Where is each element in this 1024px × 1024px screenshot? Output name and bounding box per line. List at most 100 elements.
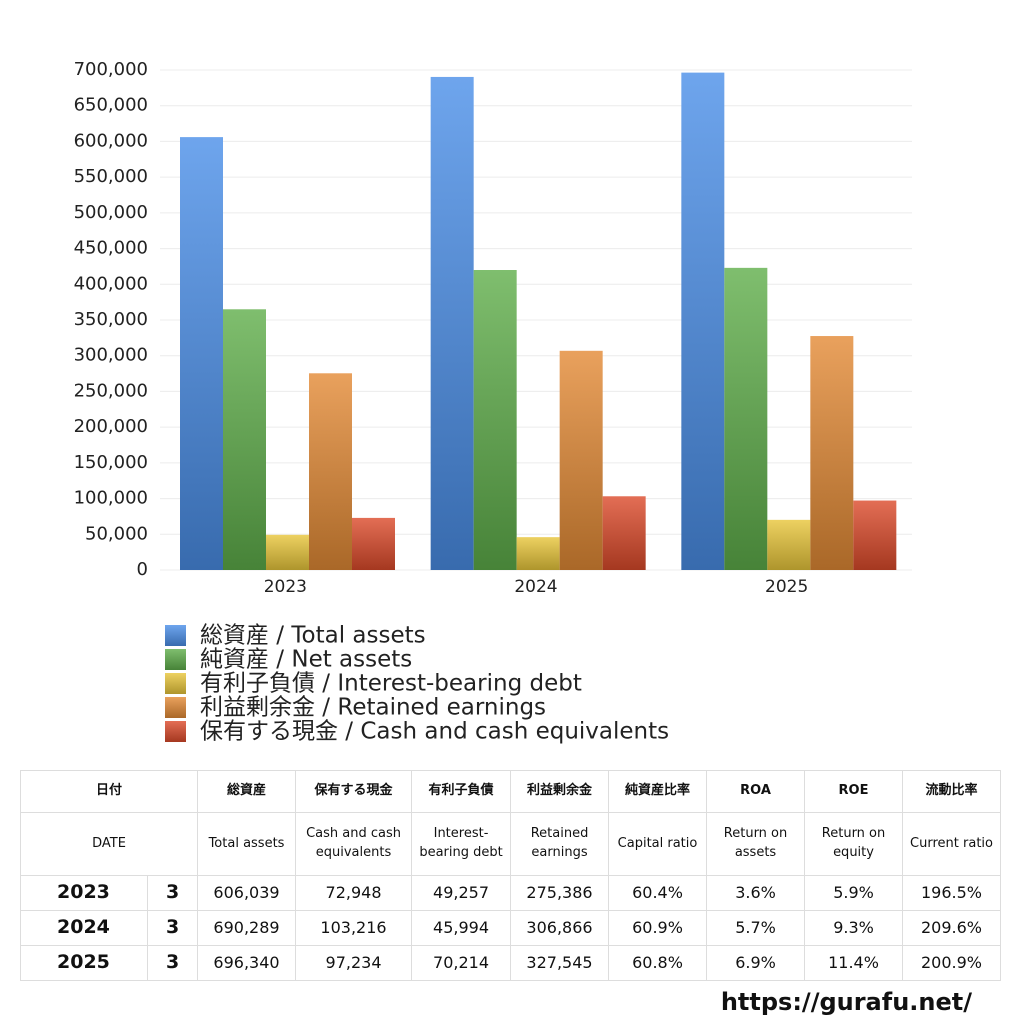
data-cell: 3 bbox=[146, 945, 199, 981]
x-tick-label: 2023 bbox=[264, 577, 307, 597]
data-cell: 70,214 bbox=[411, 945, 512, 981]
legend-label: 純資産 / Net assets bbox=[200, 647, 412, 673]
bar bbox=[430, 76, 474, 570]
y-tick-label: 650,000 bbox=[74, 95, 148, 116]
header-cell: Cash and cash equivalents bbox=[295, 812, 413, 876]
data-cell: 60.8% bbox=[608, 945, 708, 981]
data-cell: 327,545 bbox=[510, 945, 610, 981]
chart: 0 50,000 100,000 150,000 200,000 250,000 300,0… bbox=[74, 59, 912, 745]
y-tick-label: 250,000 bbox=[74, 380, 148, 401]
header-cell: Capital ratio bbox=[608, 812, 708, 876]
data-cell: 60.4% bbox=[608, 875, 708, 911]
y-tick-label: 50,000 bbox=[85, 523, 148, 544]
data-cell: 696,340 bbox=[197, 945, 297, 981]
bar bbox=[352, 517, 395, 570]
bar bbox=[810, 336, 854, 570]
header-cell: 流動比率 bbox=[902, 770, 1002, 813]
y-tick-label: 100,000 bbox=[74, 488, 148, 509]
data-cell: 2025 bbox=[20, 945, 148, 981]
header-cell: Retained earnings bbox=[510, 812, 610, 876]
data-cell: 45,994 bbox=[411, 910, 512, 946]
bar bbox=[223, 309, 266, 570]
bar bbox=[473, 270, 517, 570]
legend-label: 保有する現金 / Cash and cash equivalents bbox=[200, 719, 669, 745]
data-table: 日付 総資産 保有する現金 有利子負債 利益剰余金 純資産比率 ROA ROE 流動比率 DATE… bbox=[19, 770, 1002, 981]
bar bbox=[724, 267, 768, 570]
legend-label: 総資産 / Total assets bbox=[200, 623, 426, 649]
data-row: 2023 3 606,039 72,948 49,257 275,386 60.4% 3.6%… bbox=[20, 875, 1002, 911]
data-cell: 200.9% bbox=[902, 945, 1002, 981]
legend-swatch bbox=[165, 697, 186, 718]
data-cell: 97,234 bbox=[295, 945, 413, 981]
header-cell: Return on equity bbox=[804, 812, 904, 876]
y-tick-label: 500,000 bbox=[74, 202, 148, 223]
y-tick-label: 400,000 bbox=[74, 273, 148, 294]
data-cell: 5.9% bbox=[804, 875, 904, 911]
y-tick-label: 300,000 bbox=[74, 345, 148, 366]
legend-swatch bbox=[165, 721, 186, 742]
data-cell: 60.9% bbox=[608, 910, 708, 946]
data-cell: 72,948 bbox=[295, 875, 413, 911]
header-row: 日付 総資産 保有する現金 有利子負債 利益剰余金 純資産比率 ROA ROE 流動比率 bbox=[19, 770, 1002, 813]
data-cell: 275,386 bbox=[510, 875, 610, 911]
bar bbox=[516, 537, 560, 570]
data-cell: 6.9% bbox=[706, 945, 806, 981]
data-cell: 2023 bbox=[20, 875, 148, 911]
legend-swatch bbox=[165, 625, 186, 646]
y-tick-label: 700,000 bbox=[74, 59, 148, 80]
header-row: DATE Total assets Cash and cash equivalent… bbox=[19, 812, 1002, 876]
legend-swatch bbox=[165, 673, 186, 694]
header-cell: ROE bbox=[804, 770, 904, 813]
y-tick-label: 150,000 bbox=[74, 452, 148, 473]
bar bbox=[767, 519, 811, 570]
header-cell: Interest-bearing debt bbox=[411, 812, 512, 876]
bar bbox=[266, 534, 309, 570]
bar bbox=[559, 350, 603, 570]
bar bbox=[180, 137, 223, 571]
bar bbox=[602, 496, 646, 570]
header-cell: 純資産比率 bbox=[608, 770, 708, 813]
data-cell: 3 bbox=[146, 875, 199, 911]
header-cell: 日付 bbox=[19, 770, 199, 813]
bar bbox=[309, 373, 352, 570]
data-cell: 2024 bbox=[20, 910, 148, 946]
header-cell: ROA bbox=[706, 770, 806, 813]
bar bbox=[853, 500, 897, 570]
data-cell: 606,039 bbox=[197, 875, 297, 911]
data-cell: 3 bbox=[146, 910, 199, 946]
data-cell: 196.5% bbox=[902, 875, 1002, 911]
legend-swatch bbox=[165, 649, 186, 670]
site-url: https://gurafu.net/ bbox=[720, 988, 972, 1016]
x-tick-label: 2025 bbox=[765, 577, 808, 597]
legend-label: 有利子負債 / Interest-bearing debt bbox=[200, 671, 582, 697]
y-tick-label: 0 bbox=[137, 559, 148, 580]
y-tick-label: 200,000 bbox=[74, 416, 148, 437]
header-cell: 有利子負債 bbox=[411, 770, 512, 813]
y-tick-label: 550,000 bbox=[74, 166, 148, 187]
data-cell: 11.4% bbox=[804, 945, 904, 981]
data-cell: 103,216 bbox=[295, 910, 413, 946]
y-tick-label: 600,000 bbox=[74, 130, 148, 151]
header-cell: Total assets bbox=[197, 812, 297, 876]
data-cell: 9.3% bbox=[804, 910, 904, 946]
x-tick-label: 2024 bbox=[514, 577, 557, 597]
data-cell: 690,289 bbox=[197, 910, 297, 946]
y-tick-label: 450,000 bbox=[74, 238, 148, 259]
y-tick-label: 350,000 bbox=[74, 309, 148, 330]
bar bbox=[681, 72, 725, 570]
data-cell: 306,866 bbox=[510, 910, 610, 946]
data-cell: 209.6% bbox=[902, 910, 1002, 946]
data-row: 2025 3 696,340 97,234 70,214 327,545 60.8% 6.9%… bbox=[20, 945, 1002, 981]
data-row: 2024 3 690,289 103,216 45,994 306,866 60.9% 5.7… bbox=[20, 910, 1002, 946]
header-cell: DATE bbox=[19, 812, 199, 876]
header-cell: Current ratio bbox=[902, 812, 1002, 876]
data-cell: 3.6% bbox=[706, 875, 806, 911]
data-cell: 49,257 bbox=[411, 875, 512, 911]
legend-label: 利益剰余金 / Retained earnings bbox=[200, 695, 546, 721]
data-cell: 5.7% bbox=[706, 910, 806, 946]
header-cell: 保有する現金 bbox=[295, 770, 413, 813]
header-cell: 総資産 bbox=[197, 770, 297, 813]
header-cell: 利益剰余金 bbox=[510, 770, 610, 813]
header-cell: Return on assets bbox=[706, 812, 806, 876]
